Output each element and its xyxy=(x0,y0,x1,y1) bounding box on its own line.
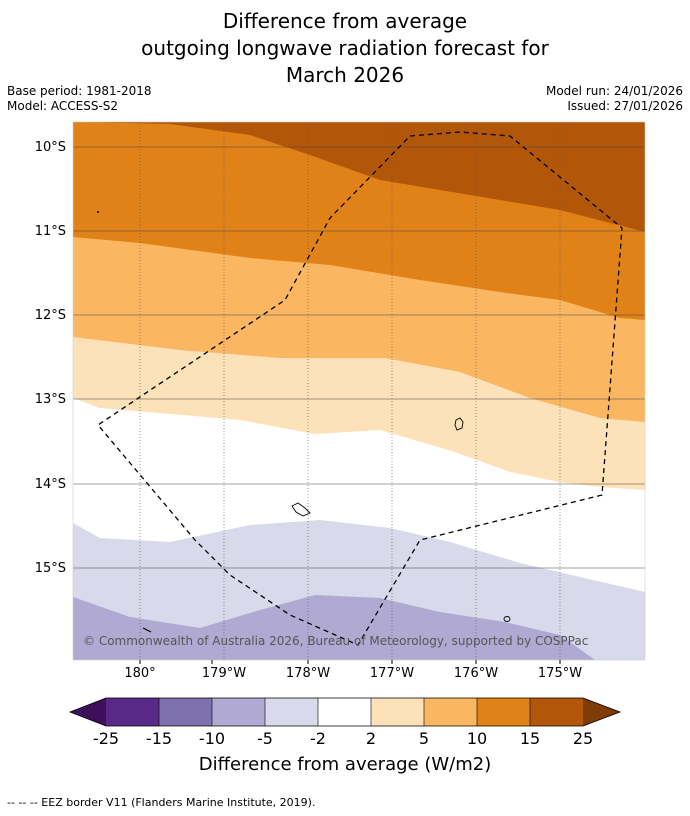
colorbar-cell-7 xyxy=(424,698,477,726)
lat-label: 11°S xyxy=(35,224,66,239)
colorbar-label: Difference from average (W/m2) xyxy=(199,754,491,775)
island-southwest xyxy=(142,627,152,633)
lon-labels: 180° 179°W 178°W 177°W 176°W 175°W xyxy=(124,666,582,681)
colorbar-cell-4 xyxy=(265,698,318,726)
map-panel xyxy=(73,122,645,660)
lat-label: 13°S xyxy=(35,392,66,407)
colorbar-cell-2 xyxy=(159,698,212,726)
colorbar-cell-8 xyxy=(477,698,530,726)
colorbar-cell-6 xyxy=(371,698,424,726)
lon-label: 176°W xyxy=(454,666,498,681)
map-title: Difference from average outgoing longwav… xyxy=(0,8,690,89)
colorbar-cell-5 xyxy=(318,698,371,726)
colorbar: -25 -15 -10 -5 -2 2 5 10 15 25 Differenc… xyxy=(68,697,622,775)
colorbar-tick: -25 xyxy=(93,729,119,748)
lon-label: 178°W xyxy=(286,666,330,681)
issued-date: Issued: 27/01/2026 xyxy=(567,99,683,113)
band-minus5-minus10 xyxy=(73,595,595,660)
island-northwest xyxy=(97,211,99,213)
lon-ticks xyxy=(139,660,561,664)
colorbar-tick: 10 xyxy=(467,729,487,748)
colorbar-tick: 25 xyxy=(573,729,593,748)
lon-label: 180° xyxy=(124,666,155,681)
colorbar-tick: -2 xyxy=(310,729,326,748)
lat-label: 10°S xyxy=(35,140,66,155)
map-frame xyxy=(72,121,646,661)
colorbar-outline xyxy=(68,697,622,727)
copyright-notice: © Commonwealth of Australia 2026, Bureau… xyxy=(83,634,588,648)
eez-legend-note: -- -- -- EEZ border V11 (Flanders Marine… xyxy=(7,796,316,809)
colorbar-cell-1 xyxy=(106,698,159,726)
model-run: Model run: 24/01/2026 xyxy=(545,84,683,98)
colorbar-tick: 5 xyxy=(419,729,429,748)
lon-label: 177°W xyxy=(370,666,414,681)
colorbar-cell-3 xyxy=(212,698,265,726)
title-line-3: March 2026 xyxy=(285,63,405,87)
model-name: Model: ACCESS-S2 xyxy=(7,99,119,113)
colorbar-tick: 15 xyxy=(520,729,540,748)
meta-right: Model run: 24/01/2026 Issued: 27/01/2026 xyxy=(546,84,683,114)
colorbar-above xyxy=(583,698,620,726)
title-line-2: outgoing longwave radiation forecast for xyxy=(141,36,549,60)
colorbar-tick: -5 xyxy=(257,729,273,748)
island-east xyxy=(454,417,464,431)
colorbar-cell-9 xyxy=(530,698,583,726)
lat-labels: 10°S 11°S 12°S 13°S 14°S 15°S xyxy=(35,140,66,576)
colorbar-tick: 2 xyxy=(366,729,376,748)
meta-left: Base period: 1981-2018 Model: ACCESS-S2 xyxy=(7,84,152,114)
lat-label: 15°S xyxy=(35,561,66,576)
graticule xyxy=(73,146,645,569)
lat-label: 14°S xyxy=(35,477,66,492)
lon-label: 179°W xyxy=(202,666,246,681)
eez-border xyxy=(97,131,623,646)
colorbar-below xyxy=(70,698,106,726)
colorbar-tick: -15 xyxy=(146,729,172,748)
lat-label: 12°S xyxy=(35,308,66,323)
base-period: Base period: 1981-2018 xyxy=(7,84,152,98)
lon-label: 175°W xyxy=(538,666,582,681)
title-line-1: Difference from average xyxy=(222,9,468,33)
colorbar-tick: -10 xyxy=(199,729,225,748)
island-southeast xyxy=(503,616,511,622)
island-south xyxy=(291,502,311,517)
